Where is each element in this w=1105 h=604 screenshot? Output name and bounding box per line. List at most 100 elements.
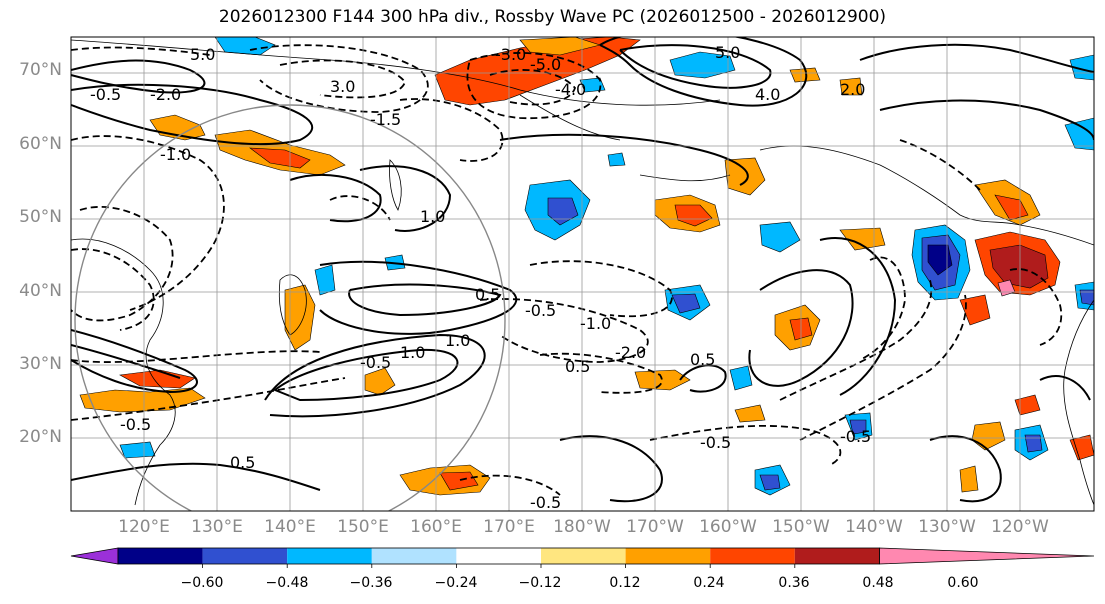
lon-label: 120°W xyxy=(991,517,1049,537)
contour-line xyxy=(71,46,211,56)
colorbar-tick-label: −0.36 xyxy=(349,575,393,591)
contour-line xyxy=(649,424,842,466)
negative-div-region xyxy=(314,264,336,296)
contour-label: 0.5 xyxy=(475,285,500,304)
contour-line xyxy=(879,99,1094,141)
colorbar-extend-high xyxy=(879,547,1095,565)
contour-line xyxy=(779,279,933,401)
lat-label: 60°N xyxy=(19,134,62,154)
positive-div-region xyxy=(1069,434,1094,461)
coastline-east-asia xyxy=(71,238,176,506)
lat-label: 20°N xyxy=(19,427,62,447)
positive-div-region xyxy=(249,147,311,169)
positive-div-region xyxy=(959,294,991,326)
contour-label: -0.5 xyxy=(530,493,561,512)
positive-div-region xyxy=(989,244,1049,289)
contour-line xyxy=(71,59,206,94)
contour-line xyxy=(819,237,897,396)
contour-line xyxy=(71,377,346,421)
negative-div-region xyxy=(759,221,801,253)
contour-line xyxy=(273,348,459,402)
contour-line xyxy=(599,37,808,107)
contour-line xyxy=(329,195,391,221)
contour-line xyxy=(466,52,602,120)
contour-label: 1.0 xyxy=(400,343,425,362)
negative-div-region xyxy=(607,152,626,167)
contour-line xyxy=(71,248,155,331)
colorbar-swatch xyxy=(371,548,457,564)
contour-label: 0.5 xyxy=(565,357,590,376)
contour-line xyxy=(289,174,382,223)
negative-div-region xyxy=(1069,54,1094,81)
contour-line xyxy=(859,256,906,361)
negative-div-region xyxy=(849,419,867,435)
contour-label: 1.0 xyxy=(445,331,470,350)
colorbar-swatch xyxy=(202,548,288,564)
lon-label: 170°E xyxy=(483,517,535,537)
contour-line xyxy=(249,44,429,113)
colorbar-tick-label: 0.36 xyxy=(778,575,810,591)
negative-div-region xyxy=(1079,289,1094,306)
colorbar-swatch xyxy=(118,548,203,564)
positive-div-region xyxy=(119,369,196,389)
contour-line xyxy=(539,352,663,394)
contour-label: 5.0 xyxy=(190,45,215,64)
contour-label: 1.0 xyxy=(420,207,445,226)
negative-div-region xyxy=(579,77,606,93)
lon-label: 170°W xyxy=(626,517,684,537)
contour-line xyxy=(279,59,406,99)
lon-label: 150°W xyxy=(772,517,830,537)
coastline-kamchatka xyxy=(389,159,402,211)
coastline-russia-east xyxy=(519,94,621,141)
lat-label: 70°N xyxy=(19,60,62,80)
positive-div-region xyxy=(734,404,766,423)
contour-label: -0.5 xyxy=(360,353,391,372)
contour-label: -2.0 xyxy=(615,343,646,362)
contour-line xyxy=(1009,268,1063,346)
negative-div-region xyxy=(214,37,276,56)
positive-div-region xyxy=(959,465,979,493)
coastline-arctic xyxy=(71,39,721,106)
coastline-north-america xyxy=(1063,299,1094,506)
lon-label: 120°E xyxy=(118,517,170,537)
colorbar-tick-label: 0.48 xyxy=(862,575,894,591)
positive-div-region xyxy=(364,367,396,396)
negative-div-region xyxy=(1064,117,1094,151)
negative-div-region xyxy=(759,474,781,491)
negative-div-region xyxy=(119,441,156,459)
lon-label: 130°W xyxy=(918,517,976,537)
positive-div-region xyxy=(149,114,206,141)
contour-line xyxy=(71,206,174,322)
contour-label: -3.0 xyxy=(495,45,526,64)
lon-label: 130°E xyxy=(191,517,243,537)
negative-div-region xyxy=(669,51,736,79)
positive-div-region xyxy=(724,157,766,196)
contour-label: -0.5 xyxy=(120,415,151,434)
colorbar-swatch xyxy=(287,548,372,564)
contour-line xyxy=(348,283,502,317)
negative-div-region xyxy=(729,365,753,391)
contour-line xyxy=(71,329,198,394)
negative-div-region xyxy=(927,244,953,276)
contour-line xyxy=(459,474,561,496)
contour-label: 4.0 xyxy=(755,85,780,104)
positive-div-region xyxy=(1014,394,1041,416)
contour-label: 0.5 xyxy=(230,453,255,472)
lon-label: 180°W xyxy=(553,517,611,537)
contour-line xyxy=(399,98,504,162)
contour-label: -0.5 xyxy=(840,427,871,446)
contour-line xyxy=(799,294,967,441)
map-layers: 5.03.01.00.5-3.0-5.0-4.0-2.0-1.0-1.5-0.5… xyxy=(71,37,1094,512)
contour-label: 5.0 xyxy=(715,43,740,62)
contour-line xyxy=(264,333,486,418)
contour-line xyxy=(559,435,663,503)
contour-label: -1.0 xyxy=(160,145,191,164)
lat-label: 40°N xyxy=(19,281,62,301)
dashed-contours xyxy=(71,44,1063,496)
contour-label: 3.0 xyxy=(330,77,355,96)
colorbar xyxy=(70,547,1095,568)
gridlines xyxy=(71,37,1094,511)
contour-label: 2.0 xyxy=(840,80,865,99)
positive-div-region xyxy=(439,471,479,491)
positive-div-region xyxy=(839,77,863,96)
